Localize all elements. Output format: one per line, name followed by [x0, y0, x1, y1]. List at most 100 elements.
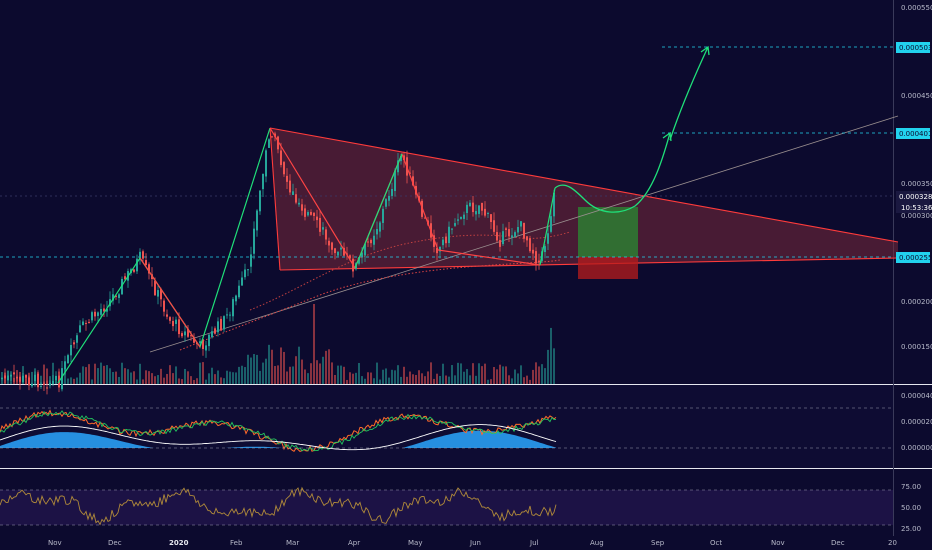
candle-body: [37, 374, 39, 387]
volume-bar: [439, 376, 441, 384]
candle-body: [475, 211, 477, 214]
candle-body: [301, 204, 303, 210]
candle-body: [55, 376, 57, 380]
candle-body: [76, 335, 78, 343]
candle-body: [490, 214, 492, 222]
candle-body: [304, 208, 306, 216]
candle-body: [493, 220, 495, 232]
time-tick: Oct: [710, 539, 722, 547]
svg-text:0.0005031: 0.0005031: [899, 44, 932, 52]
volume-bar: [241, 366, 243, 384]
candle-body: [208, 335, 210, 346]
candle-body: [502, 231, 504, 244]
volume-bar: [463, 372, 465, 384]
volume-bar: [376, 363, 378, 384]
volume-bar: [511, 378, 513, 384]
time-tick: Jun: [469, 539, 481, 547]
time-tick: 2020: [169, 539, 189, 547]
volume-bar: [478, 363, 480, 384]
volume-bar: [43, 365, 45, 384]
volume-bar: [172, 373, 174, 384]
candle-body: [19, 377, 21, 382]
volume-bar: [346, 380, 348, 384]
volume-bar: [148, 371, 150, 384]
rsi-tick: 75.00: [901, 483, 921, 491]
volume-bar: [73, 379, 75, 384]
volume-bar: [352, 374, 354, 384]
volume-bar: [169, 365, 171, 384]
macd-tick: 0.0000000: [901, 444, 932, 452]
volume-bar: [544, 368, 546, 384]
candle-body: [265, 150, 267, 176]
candle-body: [235, 296, 237, 302]
volume-bar: [532, 370, 534, 384]
candle-body: [520, 221, 522, 226]
macd-tick: 0.0000400: [901, 392, 932, 400]
candle-body: [523, 223, 525, 239]
volume-bar: [235, 372, 237, 384]
volume-bar: [415, 375, 417, 384]
candle-body: [547, 233, 549, 244]
candle-body: [442, 240, 444, 246]
candle-body: [163, 301, 165, 312]
volume-bar: [364, 379, 366, 384]
time-tick: 20: [888, 539, 897, 547]
candle-body: [478, 205, 480, 214]
volume-bar: [70, 377, 72, 384]
candle-body: [13, 372, 15, 374]
candle-body: [64, 361, 66, 369]
volume-bar: [247, 355, 249, 384]
volume-bar: [430, 362, 432, 384]
volume-bar: [205, 380, 207, 384]
candle-body: [517, 227, 519, 232]
volume-bar: [466, 369, 468, 384]
candle-body: [268, 139, 270, 148]
price-tag-support: 0.0002552: [896, 252, 932, 263]
candle-body: [232, 299, 234, 316]
candle-body: [388, 196, 390, 201]
volume-bar: [334, 375, 336, 384]
candle-body: [247, 269, 249, 270]
price-tag-target-1: 0.0004011: [896, 128, 932, 139]
time-tick: Feb: [230, 539, 243, 547]
volume-bar: [94, 364, 96, 384]
candle-body: [82, 322, 84, 326]
volume-bar: [331, 362, 333, 384]
candle-body: [142, 251, 144, 258]
candle-body: [448, 227, 450, 243]
time-tick: Aug: [590, 539, 604, 547]
volume-bar: [361, 376, 363, 384]
candle-body: [154, 281, 156, 295]
candle-body: [508, 229, 510, 236]
candle-body: [370, 240, 372, 243]
volume-bar: [322, 357, 324, 384]
candle-body: [118, 294, 120, 298]
countdown-tag: 10:53:36: [896, 202, 932, 213]
volume-bar: [481, 366, 483, 384]
volume-bar: [202, 362, 204, 384]
candle-body: [217, 321, 219, 332]
candle-body: [7, 376, 9, 381]
candle-body: [367, 242, 369, 243]
volume-bar: [85, 367, 87, 384]
candle-body: [472, 203, 474, 212]
candle-body: [241, 277, 243, 285]
volume-bar: [373, 378, 375, 384]
volume-bar: [505, 366, 507, 384]
volume-bar: [154, 376, 156, 384]
volume-bar: [475, 376, 477, 384]
volume-bar: [118, 377, 120, 384]
candle-body: [226, 314, 228, 315]
candle-body: [451, 229, 453, 230]
price-tick: 0.0003500: [901, 180, 932, 188]
price-tick: 0.0005500: [901, 4, 932, 12]
candle-body: [49, 383, 51, 386]
candle-body: [319, 218, 321, 232]
candle-body: [280, 151, 282, 165]
volume-bar: [292, 366, 294, 384]
candle-body: [334, 248, 336, 253]
volume-bar: [97, 368, 99, 384]
candle-body: [184, 331, 186, 335]
volume-bar: [433, 379, 435, 384]
